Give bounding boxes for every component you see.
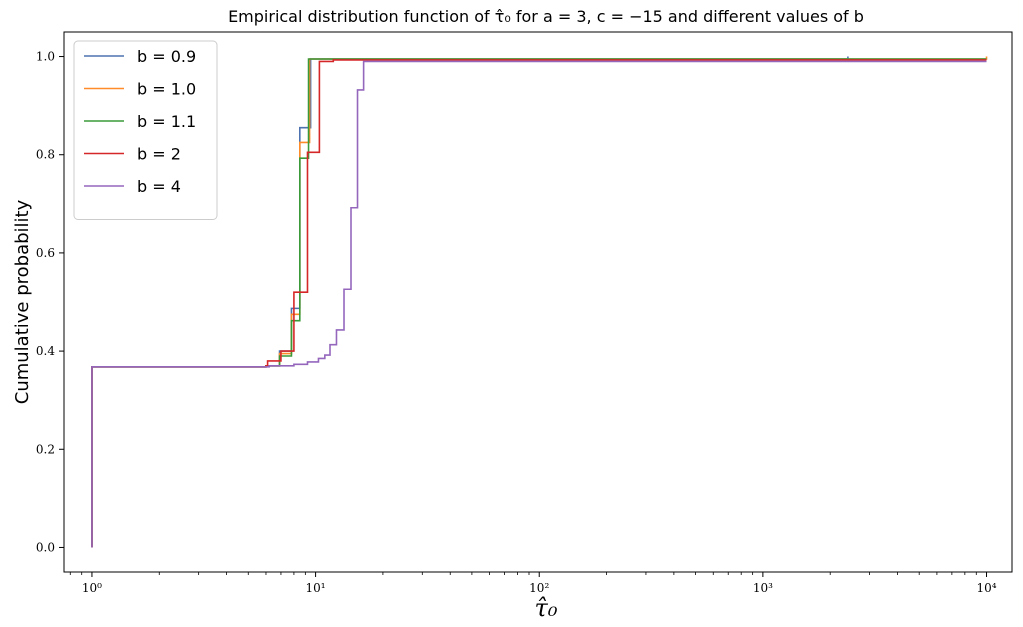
y-tick-label: 0.6 <box>36 246 55 260</box>
legend-label-3: b = 2 <box>137 145 181 164</box>
series-line-2 <box>91 58 987 548</box>
x-tick-label: 10⁰ <box>82 581 102 595</box>
x-tick-label: 10³ <box>753 581 773 595</box>
plot-frame <box>63 31 1013 573</box>
y-tick-label: 0.0 <box>36 540 55 554</box>
legend-label-0: b = 0.9 <box>137 47 196 66</box>
y-tick-label: 0.2 <box>36 442 55 456</box>
x-axis-label: τ̂₀ <box>535 594 558 622</box>
axes: 0.0 0.2 0.4 0.6 0.8 1.0 10⁰ 10¹ 10² 10³ 10⁴ <box>36 31 1013 595</box>
series-line-3 <box>91 59 987 548</box>
y-tick-label: 0.8 <box>36 148 55 162</box>
legend-label-4: b = 4 <box>137 177 181 196</box>
x-tick-label: 10⁴ <box>976 581 996 595</box>
legend-label-1: b = 1.0 <box>137 80 196 99</box>
series-line-4 <box>91 60 987 548</box>
y-tick-label: 0.4 <box>36 344 55 358</box>
x-tick-label: 10² <box>529 581 549 595</box>
chart-title: Empirical distribution function of τ̂₀ f… <box>228 7 864 26</box>
series-line-1 <box>91 56 988 548</box>
legend: b = 0.9 b = 1.0 b = 1.1 b = 2 b = 4 <box>73 40 218 220</box>
y-tick-label: 1.0 <box>36 50 55 64</box>
y-axis-label: Cumulative probability <box>12 199 33 404</box>
legend-box <box>73 40 218 220</box>
legend-label-2: b = 1.1 <box>137 112 196 131</box>
x-tick-label: 10¹ <box>306 581 326 595</box>
plot-lines <box>91 56 988 548</box>
